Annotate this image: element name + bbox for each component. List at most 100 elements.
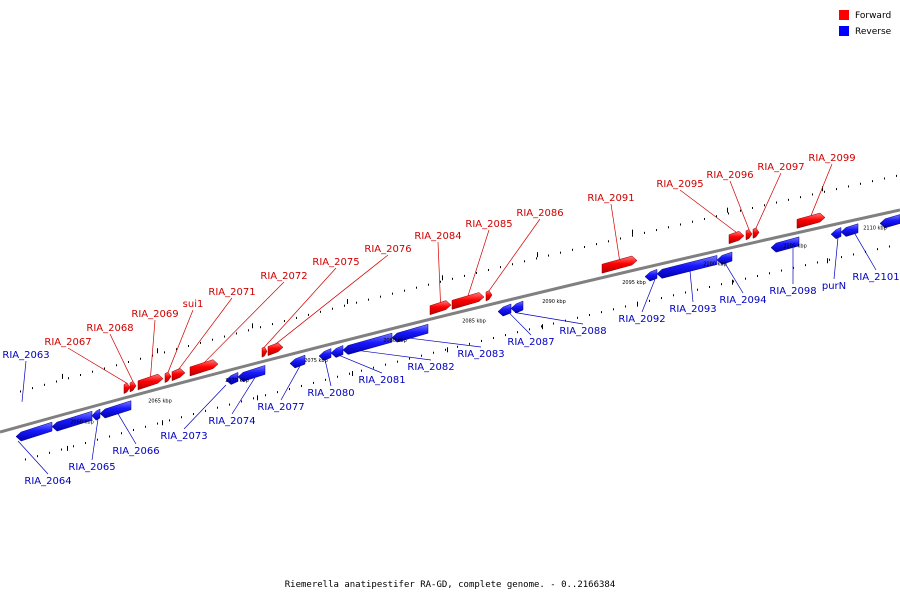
gene-label[interactable]: RIA_2087 (507, 337, 554, 348)
gene-arrow[interactable] (51, 410, 93, 432)
gene-arrow[interactable] (497, 303, 512, 317)
gene-arrow[interactable] (342, 332, 393, 355)
scale-label: 2095 kbp (622, 280, 646, 286)
gene-arrow[interactable] (879, 214, 900, 229)
gene-label[interactable]: RIA_2077 (257, 402, 304, 413)
gene-label[interactable]: RIA_2094 (719, 295, 766, 306)
gene-label[interactable]: RIA_2082 (407, 362, 454, 373)
gene-arrow[interactable] (601, 255, 638, 274)
gene-arrow[interactable] (745, 229, 753, 241)
gene-label[interactable]: purN (822, 281, 846, 292)
scale-dot (536, 257, 537, 260)
gene-arrow[interactable] (391, 323, 429, 343)
scale-dot (793, 266, 794, 269)
gene-arrow[interactable] (15, 421, 53, 442)
scale-dot (68, 377, 69, 380)
gene-arrow[interactable] (261, 346, 268, 358)
gene-label[interactable]: RIA_2095 (656, 179, 703, 190)
leader-line (17, 440, 49, 475)
scale-dot (349, 372, 350, 375)
gene-arrow[interactable] (644, 268, 658, 282)
gene-label[interactable]: RIA_2081 (358, 375, 405, 386)
gene-arrow[interactable] (796, 212, 826, 229)
gene-arrow[interactable] (830, 227, 842, 240)
gene-label[interactable]: RIA_2096 (706, 170, 753, 181)
scale-dot (668, 226, 669, 229)
gene-arrow[interactable] (129, 381, 137, 393)
gene-label[interactable]: RIA_2074 (208, 416, 255, 427)
scale-dot (745, 277, 746, 280)
gene-arrow[interactable] (164, 371, 172, 384)
gene-label[interactable]: RIA_2098 (769, 286, 816, 297)
leader-line (409, 337, 482, 348)
gene-arrow[interactable] (510, 300, 524, 314)
gene-arrow[interactable] (451, 292, 485, 310)
leader-line (641, 279, 656, 313)
scale-tick (252, 323, 253, 329)
scale-dot (656, 229, 657, 232)
gene-arrow[interactable] (728, 231, 745, 245)
gene-arrow[interactable] (225, 372, 239, 385)
scale-dot (788, 198, 789, 201)
gene-label[interactable]: RIA_2084 (414, 231, 461, 242)
gene-arrow[interactable] (123, 382, 131, 394)
gene-label[interactable]: RIA_2075 (312, 257, 359, 268)
gene-arrow[interactable] (137, 373, 164, 391)
gene-arrow[interactable] (267, 342, 284, 357)
gene-label[interactable]: RIA_2083 (457, 349, 504, 360)
gene-arrow[interactable] (840, 223, 859, 237)
gene-label[interactable]: RIA_2097 (757, 162, 804, 173)
scale-dot (25, 458, 26, 461)
gene-label[interactable]: RIA_2093 (669, 304, 716, 315)
scale-dot (313, 381, 314, 384)
gene-label[interactable]: RIA_2091 (587, 193, 634, 204)
scale-dot (109, 435, 110, 438)
gene-label[interactable]: RIA_2101 (852, 272, 899, 283)
gene-arrow[interactable] (752, 227, 760, 239)
gene-label[interactable]: RIA_2088 (559, 326, 606, 337)
scale-dot (169, 419, 170, 422)
gene-label[interactable]: RIA_2073 (160, 431, 207, 442)
gene-arrow[interactable] (716, 251, 733, 265)
gene-arrow[interactable] (289, 354, 306, 369)
gene-label[interactable]: RIA_2071 (208, 287, 255, 298)
scale-tick (67, 445, 68, 451)
gene-label[interactable]: RIA_2092 (618, 314, 665, 325)
scale-tick (162, 420, 163, 426)
leader-line (514, 312, 584, 325)
gene-label[interactable]: RIA_2067 (44, 337, 91, 348)
gene-arrow[interactable] (485, 290, 493, 302)
gene-arrow[interactable] (770, 236, 800, 253)
gene-label[interactable]: RIA_2086 (516, 208, 563, 219)
gene-label[interactable]: RIA_2069 (131, 309, 178, 320)
scale-dot (625, 305, 626, 308)
gene-label[interactable]: RIA_2066 (112, 446, 159, 457)
gene-label[interactable]: RIA_2099 (808, 153, 855, 164)
scale-dot (560, 251, 561, 254)
gene-arrow[interactable] (171, 368, 186, 382)
scale-label: 2100 kbp (703, 261, 727, 267)
gene-label[interactable]: RIA_2072 (260, 271, 307, 282)
scale-tick (542, 324, 543, 330)
gene-arrow[interactable] (237, 365, 266, 382)
gene-label[interactable]: RIA_2064 (24, 476, 71, 487)
scale-tick (827, 258, 828, 264)
scale-dot (884, 177, 885, 180)
gene-label[interactable]: RIA_2065 (68, 462, 115, 473)
gene-label[interactable]: RIA_2085 (465, 219, 512, 230)
gene-label[interactable]: RIA_2063 (2, 350, 49, 361)
gene-arrow[interactable] (189, 359, 219, 377)
gene-label[interactable]: sui1 (183, 299, 204, 310)
gene-label[interactable]: RIA_2068 (86, 323, 133, 334)
scale-dot (464, 274, 465, 277)
gene-label[interactable]: RIA_2080 (307, 388, 354, 399)
scale-tick (537, 252, 538, 258)
gene-label[interactable]: RIA_2076 (364, 244, 411, 255)
scale-dot (457, 345, 458, 348)
gene-arrow[interactable] (656, 255, 718, 279)
scale-dot (308, 313, 309, 316)
gene-arrow[interactable] (429, 300, 452, 316)
gene-arrow[interactable] (330, 345, 344, 358)
scale-dot (493, 337, 494, 340)
gene-arrow[interactable] (318, 348, 332, 361)
